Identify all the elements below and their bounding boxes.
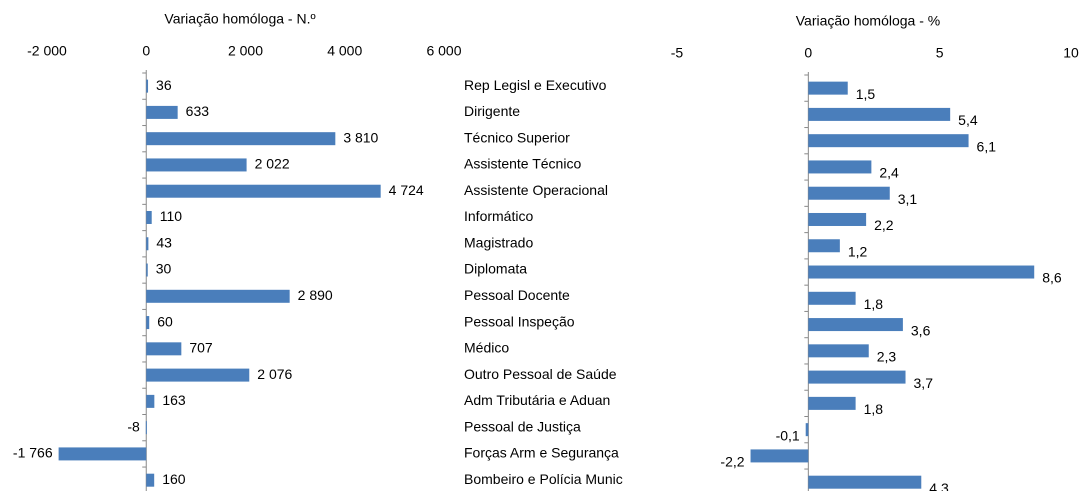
data-label: 1,2 <box>848 243 868 259</box>
data-label: 8,6 <box>1042 270 1062 286</box>
bar <box>146 132 336 146</box>
data-label: 1,5 <box>856 86 876 102</box>
data-label: 707 <box>189 340 213 356</box>
data-label: 6,1 <box>977 138 997 154</box>
bar <box>808 370 906 384</box>
bar <box>146 342 182 356</box>
data-label: 163 <box>162 392 186 408</box>
data-label: 5,4 <box>958 112 978 128</box>
bar <box>146 79 149 93</box>
chart-title: Variação homóloga - % <box>796 13 940 29</box>
data-label: -0,1 <box>776 427 800 443</box>
category-label: Rep Legisl e Executivo <box>464 77 607 93</box>
category-label: Pessoal Inspeção <box>464 313 575 329</box>
data-label: -1 766 <box>13 445 53 461</box>
data-label: -8 <box>127 418 140 434</box>
bar <box>58 447 147 461</box>
data-label: 2,2 <box>874 217 894 233</box>
data-label: 2,3 <box>877 349 897 365</box>
bar <box>808 107 951 121</box>
category-label: Dirigente <box>464 103 520 119</box>
category-label: Informático <box>464 208 533 224</box>
bar <box>146 158 247 172</box>
x-tick-label: 2 000 <box>228 43 263 59</box>
bar <box>808 396 856 410</box>
data-label: 3 810 <box>343 129 378 145</box>
x-tick-label: -5 <box>671 45 684 61</box>
bar <box>808 212 867 226</box>
bar <box>146 316 150 330</box>
category-label: Bombeiro e Polícia Munic <box>464 471 623 487</box>
bar <box>146 263 148 277</box>
data-label: 3,6 <box>911 322 931 338</box>
bar <box>808 344 869 358</box>
bar <box>146 237 149 251</box>
bar <box>808 186 890 200</box>
category-label: Pessoal de Justiça <box>464 418 581 434</box>
bar <box>146 473 155 487</box>
data-label: 2 076 <box>257 366 292 382</box>
bar <box>805 423 809 437</box>
x-tick-label: 0 <box>142 43 150 59</box>
category-label: Médico <box>464 340 509 356</box>
category-label: Assistente Operacional <box>464 182 608 198</box>
x-tick-label: 0 <box>804 45 812 61</box>
bar <box>145 421 147 435</box>
data-label: 30 <box>156 261 172 277</box>
category-label: Magistrado <box>464 234 533 250</box>
data-label: 2 890 <box>298 287 333 303</box>
data-label: 4,3 <box>929 480 949 491</box>
data-label: 60 <box>157 313 173 329</box>
data-label: 3,1 <box>898 191 918 207</box>
category-label: Outro Pessoal de Saúde <box>464 366 617 382</box>
category-label: Adm Tributária e Aduan <box>464 392 610 408</box>
category-label: Pessoal Docente <box>464 287 570 303</box>
data-label: -2,2 <box>720 454 744 470</box>
data-label: 2,4 <box>879 165 899 181</box>
category-label: Assistente Técnico <box>464 156 581 172</box>
x-tick-label: 4 000 <box>327 43 362 59</box>
bar <box>146 289 290 303</box>
data-label: 1,8 <box>864 296 884 312</box>
data-label: 2 022 <box>255 156 290 172</box>
bar <box>808 265 1035 279</box>
data-label: 3,7 <box>914 375 934 391</box>
bar <box>750 449 809 463</box>
bar <box>808 160 872 174</box>
x-tick-label: 10 <box>1063 45 1079 61</box>
bar <box>808 291 856 305</box>
bar <box>146 394 155 408</box>
x-tick-label: 5 <box>936 45 944 61</box>
x-tick-label: -2 000 <box>27 43 67 59</box>
bar <box>146 210 152 224</box>
bar <box>808 475 922 489</box>
bar <box>808 318 903 332</box>
category-label: Diplomata <box>464 261 527 277</box>
data-label: 43 <box>156 234 172 250</box>
chart-title: Variação homóloga - N.º <box>164 11 315 27</box>
data-label: 110 <box>160 208 183 224</box>
data-label: 36 <box>156 77 172 93</box>
bar <box>146 368 250 382</box>
data-label: 160 <box>162 471 186 487</box>
bar <box>146 184 381 198</box>
category-label: Forças Arm e Segurança <box>464 445 619 461</box>
category-label: Técnico Superior <box>464 129 570 145</box>
bar <box>146 105 178 119</box>
data-label: 4 724 <box>389 182 424 198</box>
bar <box>808 134 969 148</box>
bar <box>808 239 840 253</box>
x-tick-label: 6 000 <box>426 43 461 59</box>
data-label: 633 <box>186 103 210 119</box>
data-label: 1,8 <box>864 401 884 417</box>
bar <box>808 81 848 95</box>
